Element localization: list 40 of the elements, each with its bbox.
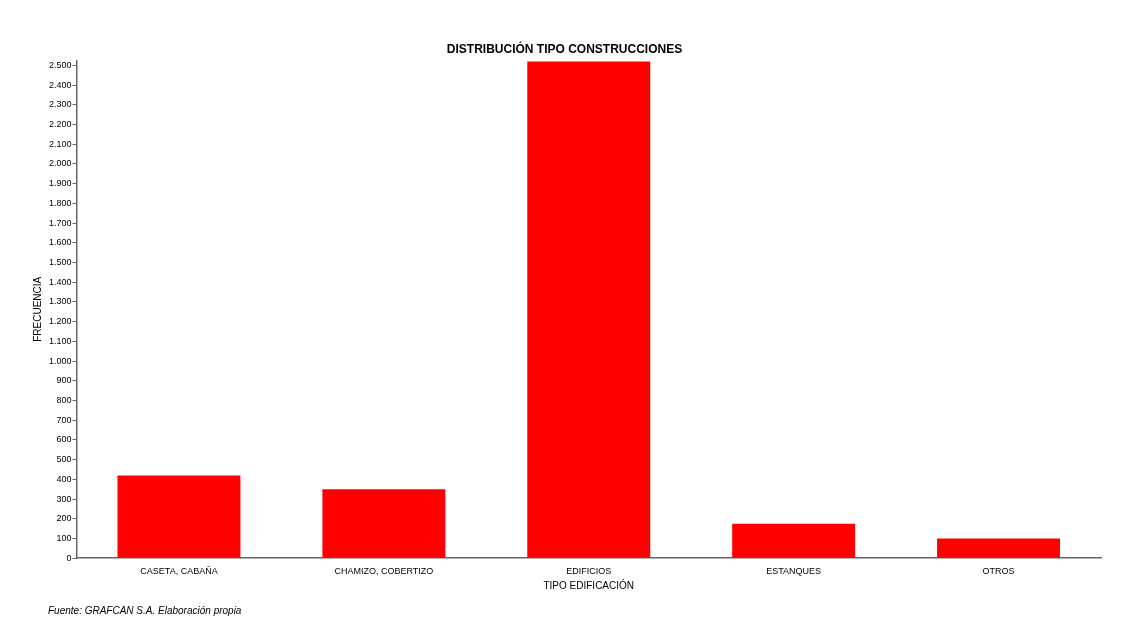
bar <box>322 489 446 558</box>
y-tick-label: 500 <box>56 454 72 465</box>
y-tick-label: 600 <box>56 434 72 445</box>
source-note: Fuente: GRAFCAN S.A. Elaboración propia <box>48 605 242 616</box>
y-tick-label: 1.200 <box>48 316 72 327</box>
y-tick-label: 400 <box>56 473 72 484</box>
y-tick-label: 900 <box>56 375 72 386</box>
x-axis-title: TIPO EDIFICACIÓN <box>543 578 635 591</box>
bar <box>732 523 856 558</box>
y-tick-label: 1.700 <box>48 217 72 228</box>
y-tick-label: 2.400 <box>48 79 72 90</box>
y-tick-label: 1.500 <box>48 256 72 267</box>
y-tick-label: 2.100 <box>48 138 72 149</box>
bar <box>117 475 241 558</box>
chart-title: DISTRIBUCIÓN TIPO CONSTRUCCIONES <box>446 40 683 56</box>
y-tick-label: 0 <box>66 552 72 563</box>
x-tick-label: EDIFICIOS <box>566 566 612 577</box>
y-tick-label: 1.400 <box>48 276 72 287</box>
y-tick-label: 1.100 <box>48 335 72 346</box>
y-tick-label: 2.200 <box>48 118 72 129</box>
x-tick-label: ESTANQUES <box>766 566 822 577</box>
y-tick-label: 700 <box>56 414 72 425</box>
bar <box>527 61 651 558</box>
y-tick-label: 2.500 <box>48 59 72 70</box>
y-tick-label: 1.800 <box>48 197 72 208</box>
y-tick-label: 100 <box>56 532 72 543</box>
y-tick-label: 2.000 <box>48 158 72 169</box>
y-tick-label: 1.000 <box>48 355 72 366</box>
y-tick-label: 2.300 <box>48 99 72 110</box>
x-tick-label: OTROS <box>982 566 1015 577</box>
y-tick-label: 200 <box>56 513 72 524</box>
bar <box>937 538 1061 558</box>
y-tick-label: 800 <box>56 394 72 405</box>
y-axis-title: FRECUENCIA <box>31 276 43 342</box>
y-tick-label: 1.600 <box>48 237 72 248</box>
y-tick-label: 300 <box>56 493 72 504</box>
y-tick-label: 1.300 <box>48 296 72 307</box>
x-tick-label: CHAMIZO, COBERTIZO <box>334 566 434 577</box>
x-tick-label: CASETA, CABAÑA <box>140 566 218 577</box>
y-tick-label: 1.900 <box>48 178 72 189</box>
